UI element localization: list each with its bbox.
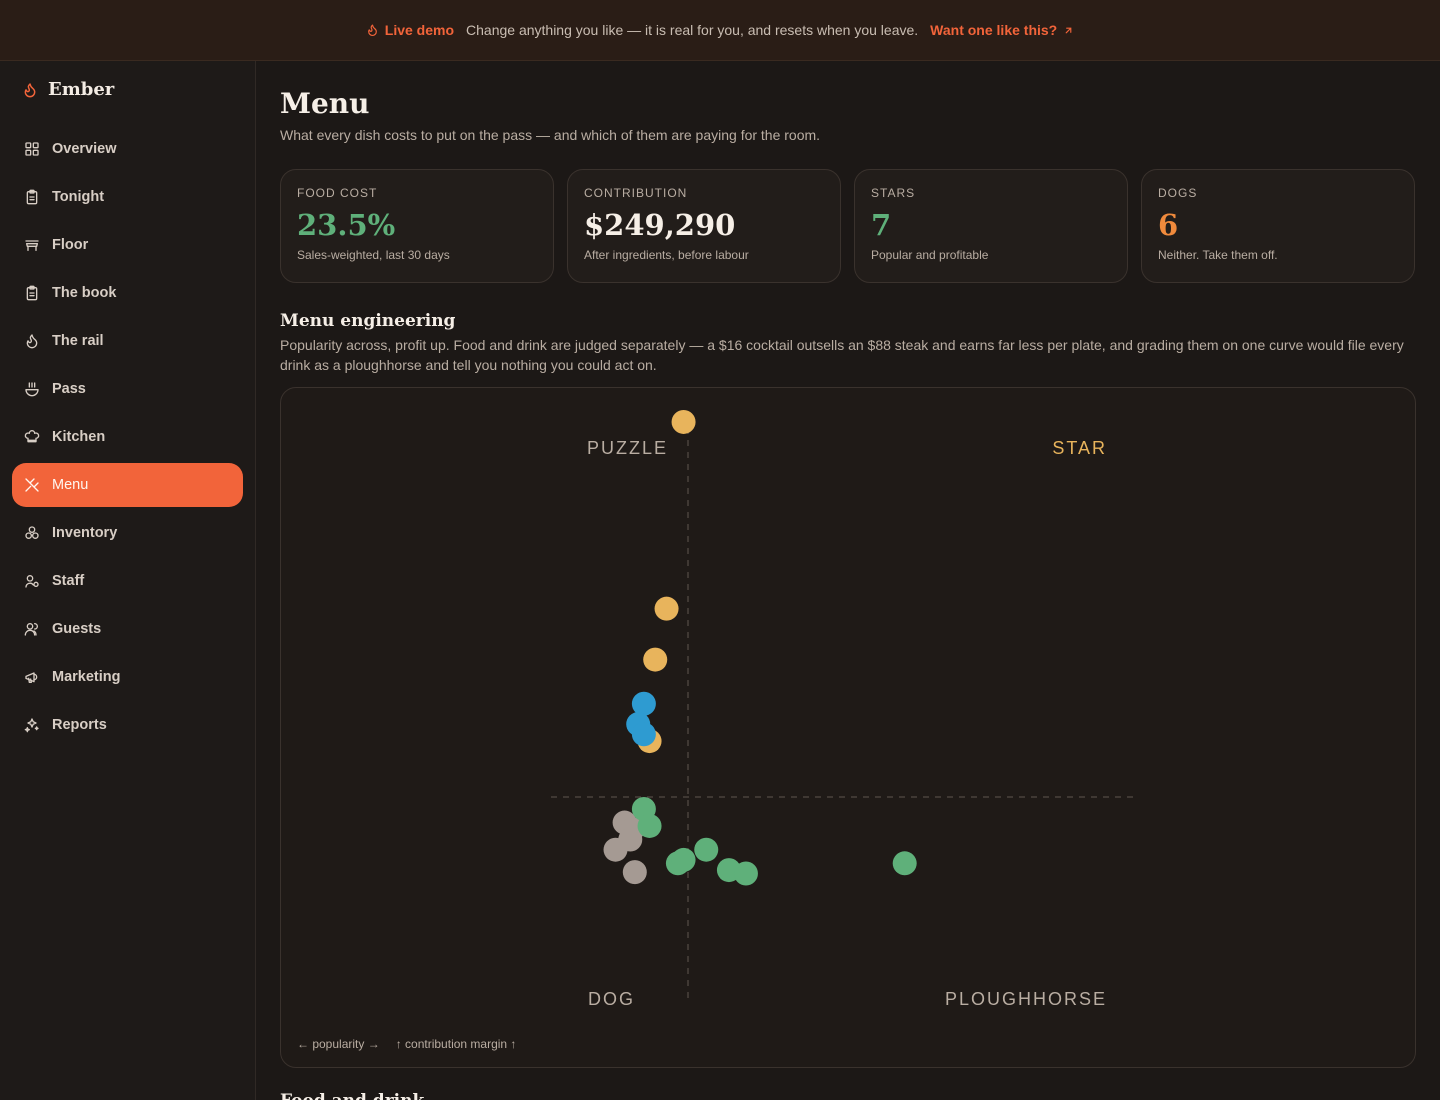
data-point-ploughhorse-7 [892, 851, 917, 876]
brand-name: Ember [48, 79, 115, 100]
sidebar-item-label: Reports [52, 717, 107, 733]
page-subtitle: What every dish costs to put on the pass… [280, 127, 821, 143]
sidebar-item-menu[interactable]: Menu [12, 463, 243, 507]
page-title: Menu [280, 87, 370, 120]
utensils-icon [25, 478, 39, 492]
x-axis-label: ← popularity → [297, 1037, 380, 1051]
stat-note: Sales-weighted, last 30 days [297, 248, 450, 262]
data-point-star-1 [654, 596, 679, 621]
next-section-title: Food and drink [280, 1091, 424, 1100]
live-demo-label: Live demo [366, 22, 454, 38]
sidebar-item-reports[interactable]: Reports [12, 703, 243, 747]
flame-icon [26, 334, 38, 349]
sidebar-item-label: Guests [52, 621, 102, 637]
sidebar-item-label: Floor [52, 237, 89, 253]
sidebar-item-label: Menu [52, 477, 89, 493]
data-point-puzzle-0 [631, 691, 656, 716]
data-point-dog-4 [622, 860, 647, 885]
data-point-star-2 [643, 647, 668, 672]
sidebar-item-label: Marketing [52, 669, 121, 685]
sidebar-item-label: Kitchen [52, 429, 106, 445]
stat-label: CONTRIBUTION [584, 186, 688, 200]
chart-svg: PUZZLE STAR DOG PLOUGHHORSE [551, 409, 1137, 1009]
stat-label: DOGS [1158, 186, 1198, 200]
sidebar-item-label: Overview [52, 141, 117, 157]
brand[interactable]: Ember [22, 79, 114, 100]
data-point-ploughhorse-6 [733, 861, 758, 886]
flame-icon [367, 24, 377, 37]
banner-message: Change anything you like — it is real fo… [466, 22, 919, 38]
stat-card-food-cost: FOOD COST 23.5% Sales-weighted, last 30 … [280, 169, 554, 283]
sidebar-item-pass[interactable]: Pass [12, 367, 243, 411]
y-axis-label: ↑ contribution margin ↑ [395, 1037, 517, 1051]
data-point-ploughhorse-1 [637, 813, 662, 838]
menu-engineering-chart: PUZZLE STAR DOG PLOUGHHORSE ← popularity → … [280, 387, 1416, 1068]
stat-card-stars: STARS 7 Popular and profitable [854, 169, 1128, 283]
sidebar-item-the-book[interactable]: The book [12, 271, 243, 315]
sidebar-item-label: Inventory [52, 525, 118, 541]
data-point-ploughhorse-3 [671, 847, 696, 872]
arrow-up-right-icon [1065, 27, 1072, 33]
megaphone-icon [25, 672, 38, 683]
section-title: Menu engineering [280, 311, 456, 331]
chef-hat-icon [24, 430, 40, 443]
stat-label: FOOD COST [297, 186, 378, 200]
stat-card-dogs: DOGS 6 Neither. Take them off. [1141, 169, 1415, 283]
sidebar-item-floor[interactable]: Floor [12, 223, 243, 267]
quadrant-label-top-left: PUZZLE [587, 438, 668, 458]
stat-value: 7 [871, 208, 892, 242]
sidebar-item-kitchen[interactable]: Kitchen [12, 415, 243, 459]
quadrant-label-bottom-left: DOG [588, 989, 635, 1009]
user-cog-icon [25, 575, 39, 588]
sparkles-icon [24, 718, 39, 733]
sidebar-item-marketing[interactable]: Marketing [12, 655, 243, 699]
demo-banner: Live demo Change anything you like — it … [0, 0, 1440, 61]
want-one-link[interactable]: Want one like this? [930, 22, 1074, 38]
data-point-dog-3 [603, 837, 628, 862]
stat-label: STARS [871, 186, 916, 200]
stat-value: $249,290 [584, 208, 736, 242]
data-point-star-0 [671, 409, 696, 434]
sidebar-item-label: The book [52, 285, 117, 301]
sidebar-item-inventory[interactable]: Inventory [12, 511, 243, 555]
stat-note: Neither. Take them off. [1158, 248, 1278, 262]
stat-note: After ingredients, before labour [584, 248, 749, 262]
table-icon [25, 240, 39, 251]
sidebar-item-the-rail[interactable]: The rail [12, 319, 243, 363]
flame-icon [24, 82, 36, 97]
sidebar-nav: Overview Tonight Floor The book The rail Pass… [12, 127, 243, 751]
axis-note: ← popularity → ↑ contribution margin ↑ [297, 1037, 516, 1051]
stat-value: 6 [1158, 208, 1179, 242]
quadrant-label-bottom-right: PLOUGHHORSE [945, 989, 1107, 1009]
data-point-puzzle-2 [631, 722, 656, 747]
sidebar-item-guests[interactable]: Guests [12, 607, 243, 651]
pass-icon [25, 382, 39, 397]
quadrant-label-top-right: STAR [1052, 438, 1107, 458]
sidebar-item-tonight[interactable]: Tonight [12, 175, 243, 219]
sidebar-item-overview[interactable]: Overview [12, 127, 243, 171]
sidebar-item-staff[interactable]: Staff [12, 559, 243, 603]
data-point-ploughhorse-4 [694, 837, 719, 862]
stat-card-contribution: CONTRIBUTION $249,290 After ingredients,… [567, 169, 841, 283]
sidebar: Ember Overview Tonight Floor The book The ra… [0, 61, 256, 1100]
sidebar-item-label: Staff [52, 573, 85, 589]
stat-value: 23.5% [297, 208, 396, 242]
sidebar-item-label: The rail [52, 333, 104, 349]
live-demo-text: Live demo [384, 22, 455, 38]
sidebar-item-label: Tonight [52, 189, 105, 205]
want-one-text: Want one like this? [930, 22, 1058, 38]
users-icon [24, 623, 38, 636]
boxes-icon [25, 526, 39, 539]
grid-icon [25, 142, 39, 156]
sidebar-item-label: Pass [52, 381, 86, 397]
clipboard-icon [26, 189, 38, 205]
clipboard-icon [26, 285, 38, 301]
stat-cards: FOOD COST 23.5% Sales-weighted, last 30 … [280, 169, 1416, 283]
stat-note: Popular and profitable [871, 248, 989, 262]
section-description: Popularity across, profit up. Food and d… [280, 337, 1404, 373]
